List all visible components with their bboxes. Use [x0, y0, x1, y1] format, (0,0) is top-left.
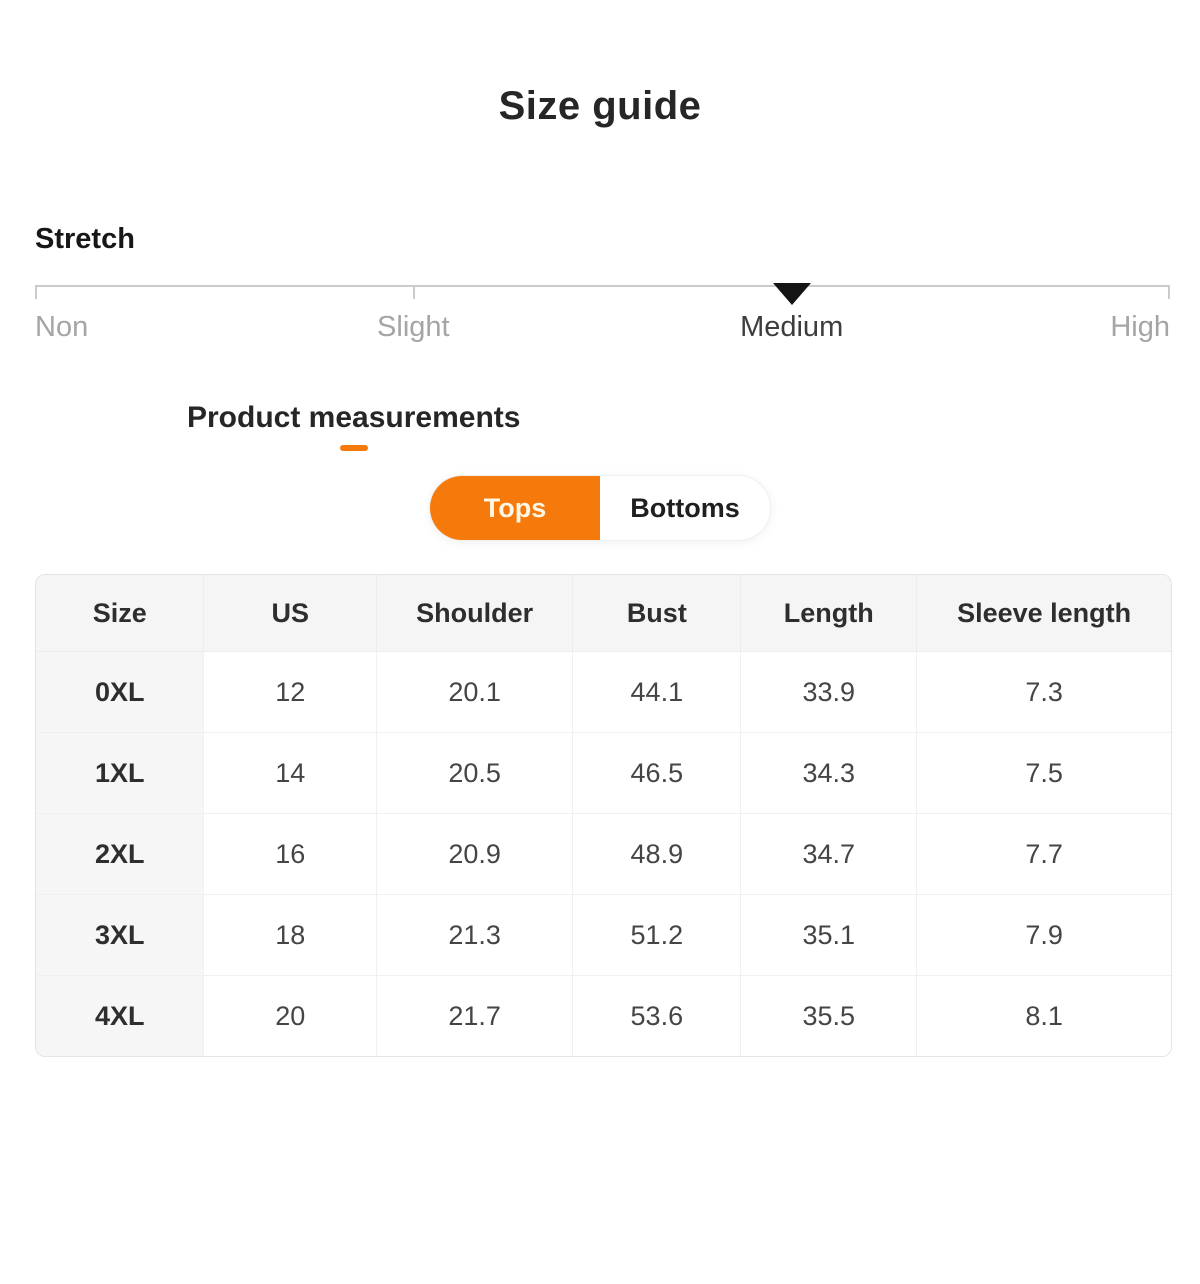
- size-cell: 2XL: [36, 813, 205, 895]
- triangle-down-icon: [772, 283, 811, 305]
- column-header: US: [203, 575, 377, 652]
- slider-tick: [413, 285, 416, 299]
- product-measurements-tab[interactable]: Product measurements: [187, 401, 520, 451]
- table-row: 3XL 18 21.3 51.2 35.1 7.9: [36, 894, 1171, 976]
- value-cell: 7.7: [916, 813, 1171, 895]
- value-cell: 21.7: [376, 975, 574, 1056]
- tab-bottoms[interactable]: Bottoms: [600, 476, 770, 540]
- size-cell: 0XL: [36, 651, 205, 733]
- value-cell: 20.1: [376, 651, 574, 733]
- value-cell: 7.5: [916, 732, 1171, 814]
- size-table: Size US Shoulder Bust Length Sleeve length 0X…: [36, 575, 1171, 1056]
- value-cell: 8.1: [916, 975, 1171, 1056]
- value-cell: 53.6: [572, 975, 742, 1056]
- product-measurements-heading: Product measurements: [187, 401, 521, 434]
- value-cell: 44.1: [572, 651, 742, 733]
- value-cell: 14: [203, 732, 377, 814]
- value-cell: 34.7: [740, 813, 918, 895]
- stretch-section: Stretch Non Slight Medium High: [35, 223, 1170, 349]
- stretch-option-slight: Slight: [377, 311, 450, 343]
- page-title: Size guide: [498, 84, 702, 128]
- column-header: Sleeve length: [916, 575, 1171, 652]
- table-row: 1XL 14 20.5 46.5 34.3 7.5: [36, 732, 1171, 814]
- value-cell: 35.1: [740, 894, 918, 976]
- value-cell: 20.9: [376, 813, 574, 895]
- value-cell: 35.5: [740, 975, 918, 1056]
- stretch-option-high: High: [1110, 311, 1170, 343]
- column-header: Length: [740, 575, 918, 652]
- value-cell: 18: [203, 894, 377, 976]
- active-tab-underline: [339, 445, 368, 451]
- column-header: Bust: [572, 575, 742, 652]
- slider-tick: [35, 285, 37, 299]
- size-cell: 4XL: [36, 975, 205, 1056]
- stretch-option-medium: Medium: [740, 311, 844, 343]
- category-toggle-row: Tops Bottoms: [0, 475, 1200, 541]
- size-cell: 3XL: [36, 894, 205, 976]
- value-cell: 20.5: [376, 732, 574, 814]
- value-cell: 7.9: [916, 894, 1171, 976]
- column-header: Size: [36, 575, 205, 652]
- size-cell: 1XL: [36, 732, 205, 814]
- table-row: 0XL 12 20.1 44.1 33.9 7.3: [36, 651, 1171, 733]
- size-table-wrap: Size US Shoulder Bust Length Sleeve length 0X…: [35, 574, 1172, 1057]
- value-cell: 46.5: [572, 732, 742, 814]
- slider-tick: [1168, 285, 1170, 299]
- table-header-row: Size US Shoulder Bust Length Sleeve length: [36, 575, 1171, 652]
- stretch-label: Stretch: [35, 223, 135, 255]
- value-cell: 51.2: [572, 894, 742, 976]
- value-cell: 20: [203, 975, 377, 1056]
- column-header: Shoulder: [376, 575, 574, 652]
- tab-tops[interactable]: Tops: [430, 476, 600, 540]
- stretch-option-non: Non: [35, 311, 89, 343]
- stretch-labels: Non Slight Medium High: [35, 311, 1170, 349]
- value-cell: 7.3: [916, 651, 1171, 733]
- value-cell: 12: [203, 651, 377, 733]
- stretch-slider: [35, 283, 1170, 305]
- value-cell: 16: [203, 813, 377, 895]
- value-cell: 33.9: [740, 651, 918, 733]
- category-toggle: Tops Bottoms: [429, 475, 771, 541]
- table-row: 4XL 20 21.7 53.6 35.5 8.1: [36, 975, 1171, 1056]
- table-row: 2XL 16 20.9 48.9 34.7 7.7: [36, 813, 1171, 895]
- value-cell: 48.9: [572, 813, 742, 895]
- value-cell: 21.3: [376, 894, 574, 976]
- value-cell: 34.3: [740, 732, 918, 814]
- table-body: 0XL 12 20.1 44.1 33.9 7.3 1XL 14 20.5 46.5 34.3 7.5…: [36, 651, 1171, 1056]
